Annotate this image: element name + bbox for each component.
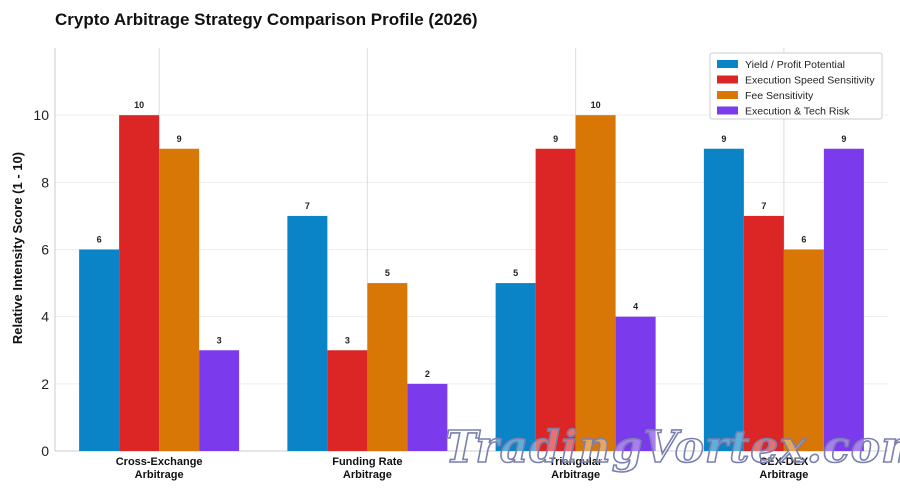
bar: [743, 215, 784, 451]
legend-swatch: [717, 75, 738, 84]
bar-value-label: 10: [134, 100, 144, 110]
bar-value-label: 3: [345, 335, 350, 345]
chart-title: Crypto Arbitrage Strategy Comparison Pro…: [55, 10, 478, 29]
bar-value-label: 5: [513, 268, 518, 278]
x-tick-label-line: Cross-Exchange: [116, 456, 203, 468]
bar: [703, 148, 744, 451]
x-tick-label-line: Funding Rate: [332, 456, 402, 468]
bar: [535, 148, 576, 451]
y-tick-label: 6: [41, 242, 49, 258]
x-tick-label-line: Arbitrage: [551, 469, 600, 481]
bar: [327, 350, 368, 451]
bar-value-label: 2: [425, 369, 430, 379]
bar-value-label: 4: [633, 302, 638, 312]
legend-label: Fee Sensitivity: [745, 90, 814, 102]
bar-value-label: 9: [721, 134, 726, 144]
x-tick-label: CEX-DEX Arbitrage: [759, 456, 809, 481]
legend: Yield / Profit Potential Execution Speed …: [709, 52, 883, 120]
x-tick-label-line: Arbitrage: [135, 469, 184, 481]
bar: [575, 115, 616, 452]
legend-swatch: [717, 106, 738, 115]
data-labels: 6 10 9 3 7 3 5 2 5 9 10 4 9 7 6 9: [97, 100, 847, 379]
bar: [783, 249, 824, 451]
legend-box: [709, 52, 883, 120]
x-tick-label: Funding Rate Arbitrage: [332, 456, 402, 481]
x-tick-label-line: Arbitrage: [759, 469, 808, 481]
bar-value-label: 9: [177, 134, 182, 144]
x-tick-label: Triangular Arbitrage: [549, 456, 603, 481]
x-tick-label: Cross-Exchange Arbitrage: [116, 456, 203, 481]
legend-label: Execution & Tech Risk: [745, 106, 850, 118]
bar: [823, 148, 864, 451]
bar: [615, 316, 656, 451]
bar: [159, 148, 200, 451]
y-tick-label: 2: [41, 376, 49, 392]
legend-swatch: [717, 91, 738, 99]
bar-value-label: 6: [801, 235, 806, 245]
watermark: TradingVortex.com: [445, 422, 900, 473]
y-tick-label: 4: [41, 309, 49, 325]
legend-label: Yield / Profit Potential: [745, 59, 845, 71]
bar: [287, 215, 328, 451]
bar: [119, 115, 160, 452]
bar-value-label: 3: [217, 335, 222, 345]
bars: [79, 115, 864, 452]
bar: [199, 350, 240, 451]
bar: [407, 383, 448, 451]
y-axis-label: Relative Intensity Score (1 - 10): [10, 152, 25, 344]
x-tick-label-line: CEX-DEX: [759, 456, 809, 468]
y-tick-label: 10: [33, 107, 49, 123]
bar-value-label: 7: [305, 201, 310, 211]
y-tick-label: 8: [41, 174, 49, 190]
x-tick-label-line: Triangular: [549, 456, 603, 468]
bar-value-label: 9: [553, 134, 558, 144]
legend-swatch: [717, 60, 738, 68]
bar: [79, 249, 120, 451]
legend-label: Execution Speed Sensitivity: [745, 75, 875, 87]
bar-value-label: 6: [97, 235, 102, 245]
bar-value-label: 9: [841, 134, 846, 144]
x-tick-label-line: Arbitrage: [343, 469, 392, 481]
bar-value-label: 10: [591, 100, 601, 110]
bar: [367, 283, 408, 451]
bar: [495, 283, 536, 451]
y-tick-label: 0: [41, 443, 49, 459]
bar-value-label: 7: [761, 201, 766, 211]
bar-value-label: 5: [385, 268, 390, 278]
